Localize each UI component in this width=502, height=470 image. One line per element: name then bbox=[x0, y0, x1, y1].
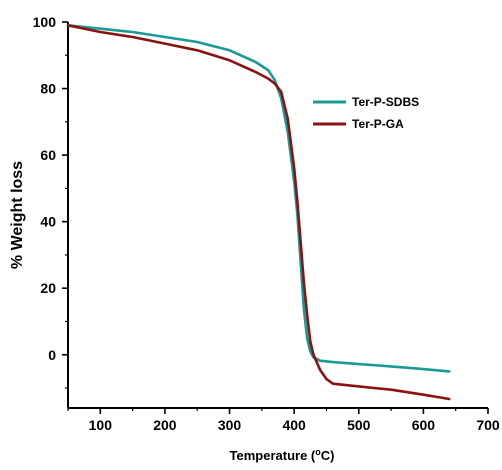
y-tick-label: 60 bbox=[40, 147, 56, 163]
x-tick-label: 300 bbox=[218, 417, 242, 433]
legend-label-ter-p-sdbs: Ter-P-SDBS bbox=[352, 95, 419, 109]
x-tick-label: 200 bbox=[153, 417, 177, 433]
x-axis-title-superscript: o bbox=[315, 447, 321, 457]
x-tick-label: 100 bbox=[89, 417, 113, 433]
legend-label-ter-p-ga: Ter-P-GA bbox=[352, 117, 404, 131]
y-tick-label: 100 bbox=[33, 14, 57, 30]
x-tick-label: 400 bbox=[282, 417, 306, 433]
x-axis-title: Temperature (oC) bbox=[230, 447, 335, 463]
x-tick-label: 500 bbox=[347, 417, 371, 433]
y-tick-label: 80 bbox=[40, 81, 56, 97]
x-axis-title-text: Temperature ( bbox=[230, 448, 316, 463]
x-tick-label: 600 bbox=[412, 417, 436, 433]
y-tick-label: 20 bbox=[40, 280, 56, 296]
y-axis-title: % Weight loss bbox=[9, 161, 26, 269]
x-axis-title-end: C) bbox=[321, 448, 335, 463]
series-line-ter-p-ga bbox=[66, 24, 451, 401]
y-tick-label: 40 bbox=[40, 214, 56, 230]
series-line-ter-p-sdbs bbox=[66, 24, 451, 373]
x-tick-label: 700 bbox=[476, 417, 500, 433]
y-tick-label: 0 bbox=[48, 347, 56, 363]
